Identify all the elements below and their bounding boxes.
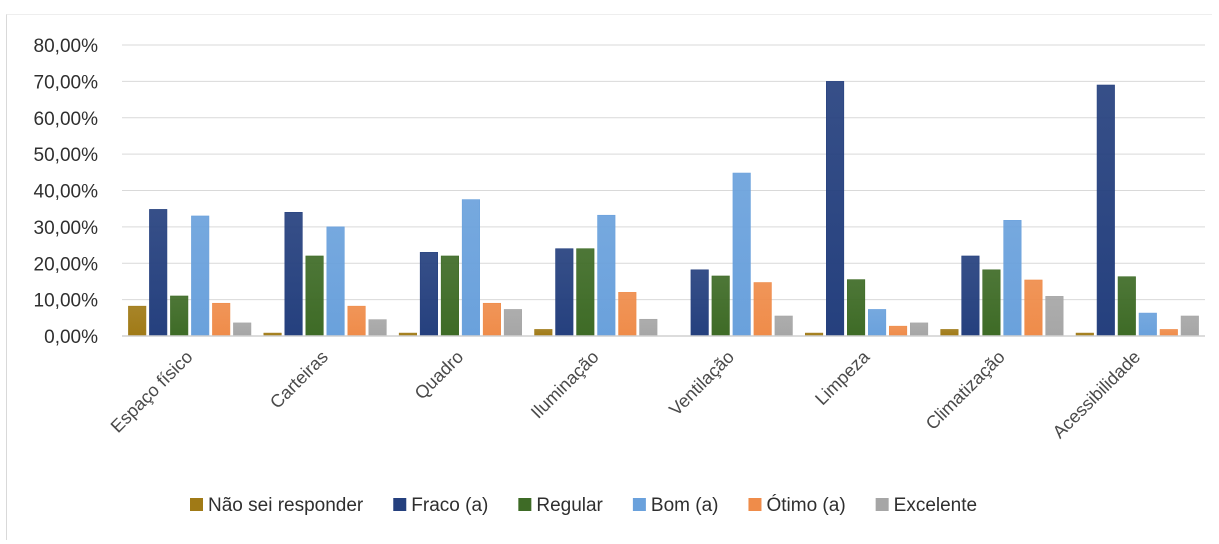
- y-tick-label: 10,00%: [34, 291, 99, 312]
- x-category-label: Acessibilidade: [1049, 347, 1145, 443]
- bar: [910, 322, 929, 337]
- bar: [597, 214, 616, 337]
- legend-label: Ótimo (a): [766, 494, 845, 516]
- bar: [1159, 329, 1178, 337]
- bar: [1180, 315, 1199, 337]
- bar: [191, 215, 210, 337]
- bar: [576, 248, 595, 337]
- legend-item: Excelente: [875, 495, 977, 516]
- x-category-label: Limpeza: [811, 346, 874, 409]
- y-axis-tick-labels: 0,00% 10,00% 20,00% 30,00% 40,00% 50,00% 60,00…: [34, 36, 99, 348]
- bar: [440, 255, 459, 337]
- legend-item: Ótimo (a): [748, 494, 846, 516]
- bar-group: [1075, 84, 1199, 337]
- bar: [555, 248, 574, 337]
- x-category-label: Espaço físico: [107, 347, 197, 437]
- bar-group: [940, 220, 1064, 337]
- bar: [212, 302, 231, 337]
- bar: [1138, 312, 1157, 337]
- x-axis-category-labels: Espaço físico Carteiras Quadro Iluminação Ve…: [107, 346, 1144, 442]
- bar: [982, 269, 1001, 337]
- y-tick-label: 50,00%: [34, 145, 99, 166]
- legend-swatch: [393, 498, 407, 511]
- legend: Não sei responder Fraco (a) Regular Bom (a)…: [190, 494, 977, 516]
- y-tick-label: 80,00%: [34, 36, 99, 57]
- x-category-label: Carteiras: [266, 347, 332, 413]
- y-tick-label: 0,00%: [44, 327, 98, 348]
- y-tick-label: 30,00%: [34, 218, 99, 239]
- legend-label: Não sei responder: [208, 495, 364, 516]
- bar: [233, 322, 252, 337]
- legend-label: Excelente: [894, 495, 977, 516]
- bar: [419, 252, 438, 337]
- legend-item: Não sei responder: [190, 495, 364, 516]
- bar: [461, 199, 480, 337]
- legend-label: Bom (a): [651, 495, 719, 516]
- bar-group: [128, 209, 252, 337]
- bar: [149, 209, 168, 337]
- bar: [534, 329, 553, 337]
- bar: [1003, 220, 1022, 337]
- bar: [305, 255, 324, 337]
- bar: [639, 318, 658, 337]
- bar: [170, 295, 189, 337]
- x-category-label: Iluminação: [527, 347, 603, 423]
- gridlines: [122, 44, 1205, 301]
- bar: [503, 309, 522, 337]
- bar: [847, 279, 866, 337]
- legend-swatch: [875, 498, 889, 511]
- bar-group: [398, 199, 522, 337]
- bar-group: [534, 214, 658, 337]
- bar: [618, 292, 637, 337]
- bar: [940, 329, 959, 337]
- legend-item: Bom (a): [632, 495, 719, 516]
- bar: [1096, 84, 1115, 337]
- legend-swatch: [190, 498, 203, 511]
- bar: [711, 275, 730, 337]
- x-category-label: Quadro: [411, 347, 468, 404]
- y-tick-label: 20,00%: [34, 254, 99, 275]
- bar: [347, 305, 366, 337]
- bar: [1117, 276, 1136, 337]
- bar: [868, 309, 887, 337]
- legend-swatch: [518, 498, 532, 511]
- bar: [690, 269, 709, 337]
- y-tick-label: 60,00%: [34, 109, 99, 130]
- bar: [128, 305, 147, 337]
- legend-label: Regular: [536, 495, 603, 516]
- bar: [284, 212, 303, 337]
- y-tick-label: 70,00%: [34, 72, 99, 93]
- bar: [1024, 279, 1043, 337]
- legend-item: Fraco (a): [393, 495, 488, 516]
- x-category-label: Climatização: [922, 347, 1009, 434]
- y-tick-label: 40,00%: [34, 182, 99, 203]
- legend-swatch: [632, 498, 646, 511]
- x-category-label: Ventilação: [665, 347, 738, 420]
- bar: [889, 325, 908, 337]
- bar-group: [805, 81, 929, 337]
- bar: [326, 226, 345, 337]
- bar: [482, 302, 501, 337]
- bar: [368, 319, 387, 337]
- bar: [961, 255, 980, 337]
- bar-group: [263, 212, 387, 337]
- bar: [753, 282, 772, 337]
- legend-label: Fraco (a): [411, 495, 488, 516]
- bar: [774, 315, 793, 337]
- legend-item: Regular: [518, 495, 604, 516]
- legend-swatch: [748, 498, 762, 511]
- bar: [1045, 296, 1064, 337]
- bar-group: [690, 172, 793, 337]
- bar: [732, 172, 751, 337]
- bars: [128, 81, 1199, 337]
- bar: [826, 81, 845, 337]
